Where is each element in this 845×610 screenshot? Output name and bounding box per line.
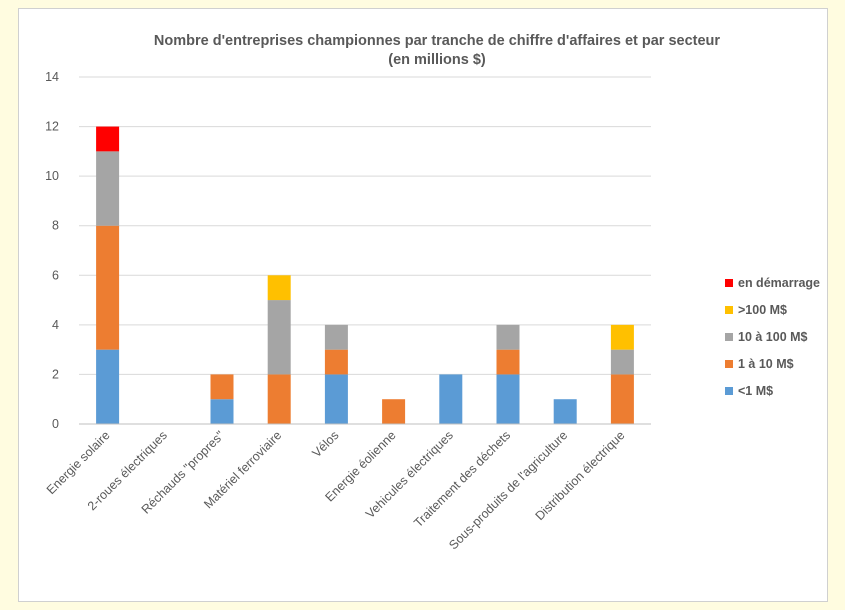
legend: en démarrage >100 M$ 10 à 100 M$ 1 à 10 M$ <… (725, 276, 820, 398)
chart-title-line: Nombre d'entreprises championnes par tra… (154, 33, 720, 49)
bar-segment (267, 300, 291, 375)
y-tick-label: 6 (52, 268, 59, 282)
legend-swatch (725, 333, 733, 341)
chart-frame: Nombre d'entreprises championnes par tra… (18, 8, 828, 602)
y-axis-ticks: 0 2 4 6 8 10 12 14 (45, 70, 59, 431)
y-tick-label: 8 (52, 219, 59, 233)
bar-segment (610, 324, 634, 350)
legend-label: >100 M$ (738, 303, 787, 317)
legend-swatch (725, 387, 733, 395)
legend-swatch (725, 306, 733, 314)
y-tick-label: 10 (45, 169, 59, 183)
bar-segment (267, 374, 291, 424)
bar-segment (324, 349, 348, 375)
bar-segment (324, 374, 348, 424)
bar-segment (96, 151, 120, 226)
y-tick-label: 4 (52, 318, 59, 332)
bars (96, 126, 634, 424)
bar-segment (496, 324, 520, 350)
bar-segment (267, 275, 291, 301)
chart-title: Nombre d'entreprises championnes par tra… (154, 33, 720, 68)
legend-label: <1 M$ (738, 384, 773, 398)
y-tick-label: 2 (52, 367, 59, 381)
legend-swatch (725, 279, 733, 287)
x-tick-label: Traitement des déchets (411, 428, 513, 530)
bar-segment (553, 399, 577, 424)
bar-segment (439, 374, 463, 424)
x-tick-label: Vélos (310, 428, 342, 460)
legend-label: en démarrage (738, 276, 820, 290)
bar-segment (496, 349, 520, 375)
bar-segment (324, 324, 348, 350)
bar-segment (610, 349, 634, 375)
y-tick-label: 14 (45, 70, 59, 84)
stacked-bar-chart: Nombre d'entreprises championnes par tra… (44, 33, 820, 552)
bar-segment (610, 374, 634, 424)
bar-segment (96, 349, 120, 424)
y-tick-label: 12 (45, 120, 59, 134)
legend-label: 10 à 100 M$ (738, 330, 808, 344)
legend-label: 1 à 10 M$ (738, 357, 794, 371)
bar-segment (210, 399, 234, 424)
x-tick-label: Sous-produits de l'agriculture (446, 428, 570, 552)
bar-segment (496, 374, 520, 424)
bar-segment (382, 399, 406, 424)
bar-segment (96, 126, 120, 152)
gridlines (79, 76, 651, 375)
bar-segment (96, 225, 120, 350)
chart-title-line: (en millions $) (388, 52, 486, 68)
legend-swatch (725, 360, 733, 368)
y-tick-label: 0 (52, 417, 59, 431)
bar-segment (210, 374, 234, 400)
